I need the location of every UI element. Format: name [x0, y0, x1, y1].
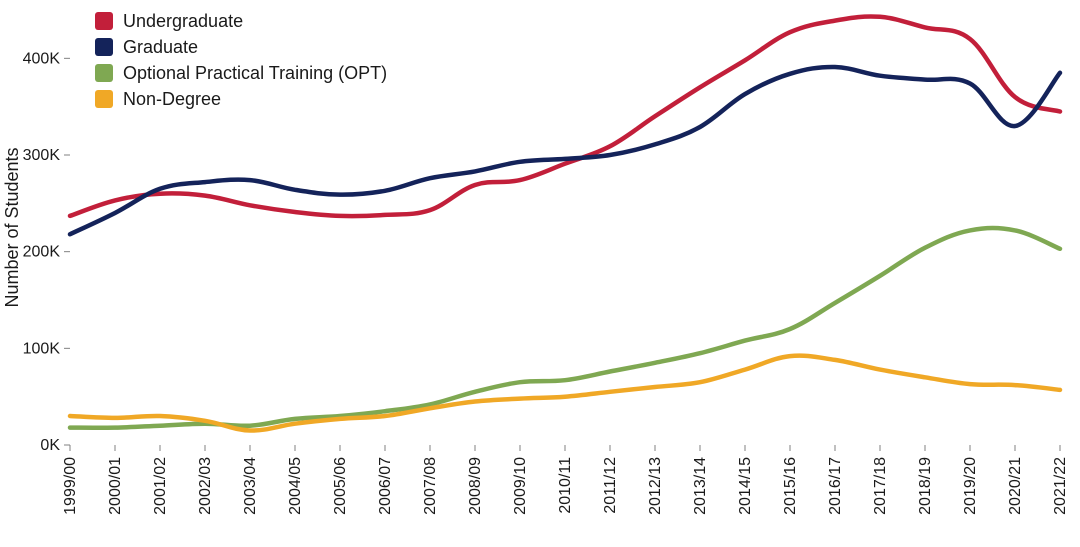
x-tick-label: 2015/16: [782, 457, 799, 515]
legend-label-nondegree: Non-Degree: [123, 89, 221, 109]
legend-swatch-graduate: [95, 38, 113, 56]
y-tick-label: 400K: [23, 50, 61, 67]
x-tick-label: 2004/05: [287, 457, 304, 515]
x-tick-label: 2012/13: [647, 457, 664, 515]
x-tick-label: 2011/12: [602, 457, 619, 514]
x-tick-label: 1999/00: [62, 457, 79, 515]
x-tick-label: 2003/04: [242, 457, 259, 515]
y-tick-label: 0K: [40, 437, 60, 454]
x-tick-label: 2010/11: [557, 457, 574, 514]
x-tick-label: 2000/01: [107, 457, 124, 515]
x-tick-label: 2016/17: [827, 457, 844, 515]
x-tick-label: 2017/18: [872, 457, 889, 515]
x-tick-label: 2014/15: [737, 457, 754, 515]
x-tick-label: 2007/08: [422, 457, 439, 515]
y-tick-label: 100K: [23, 340, 61, 357]
x-tick-label: 2006/07: [377, 457, 394, 515]
legend-label-graduate: Graduate: [123, 37, 198, 57]
x-tick-label: 2019/20: [962, 457, 979, 515]
legend-label-opt: Optional Practical Training (OPT): [123, 63, 387, 83]
y-axis-label: Number of Students: [2, 147, 22, 307]
legend-label-undergraduate: Undergraduate: [123, 11, 243, 31]
series-line-undergraduate: [70, 16, 1060, 216]
x-tick-label: 2002/03: [197, 457, 214, 515]
legend-swatch-nondegree: [95, 90, 113, 108]
x-tick-label: 2021/22: [1052, 457, 1069, 515]
students-line-chart: 0K 100K 200K 300K 400K Number of Students 1999…: [0, 0, 1080, 547]
x-tick-label: 2005/06: [332, 457, 349, 515]
x-tick-label: 2020/21: [1007, 457, 1024, 515]
series-line-nondegree: [70, 356, 1060, 431]
x-tick-label: 2008/09: [467, 457, 484, 515]
x-tick-label: 2013/14: [692, 457, 709, 515]
x-tick-label: 2018/19: [917, 457, 934, 515]
x-tick-label: 2009/10: [512, 457, 529, 515]
y-tick-label: 300K: [23, 147, 61, 164]
legend-swatch-opt: [95, 64, 113, 82]
legend-swatch-undergraduate: [95, 12, 113, 30]
x-tick-label: 2001/02: [152, 457, 169, 515]
chart-svg: 0K 100K 200K 300K 400K Number of Students 1999…: [0, 0, 1080, 547]
y-tick-label: 200K: [23, 244, 61, 261]
